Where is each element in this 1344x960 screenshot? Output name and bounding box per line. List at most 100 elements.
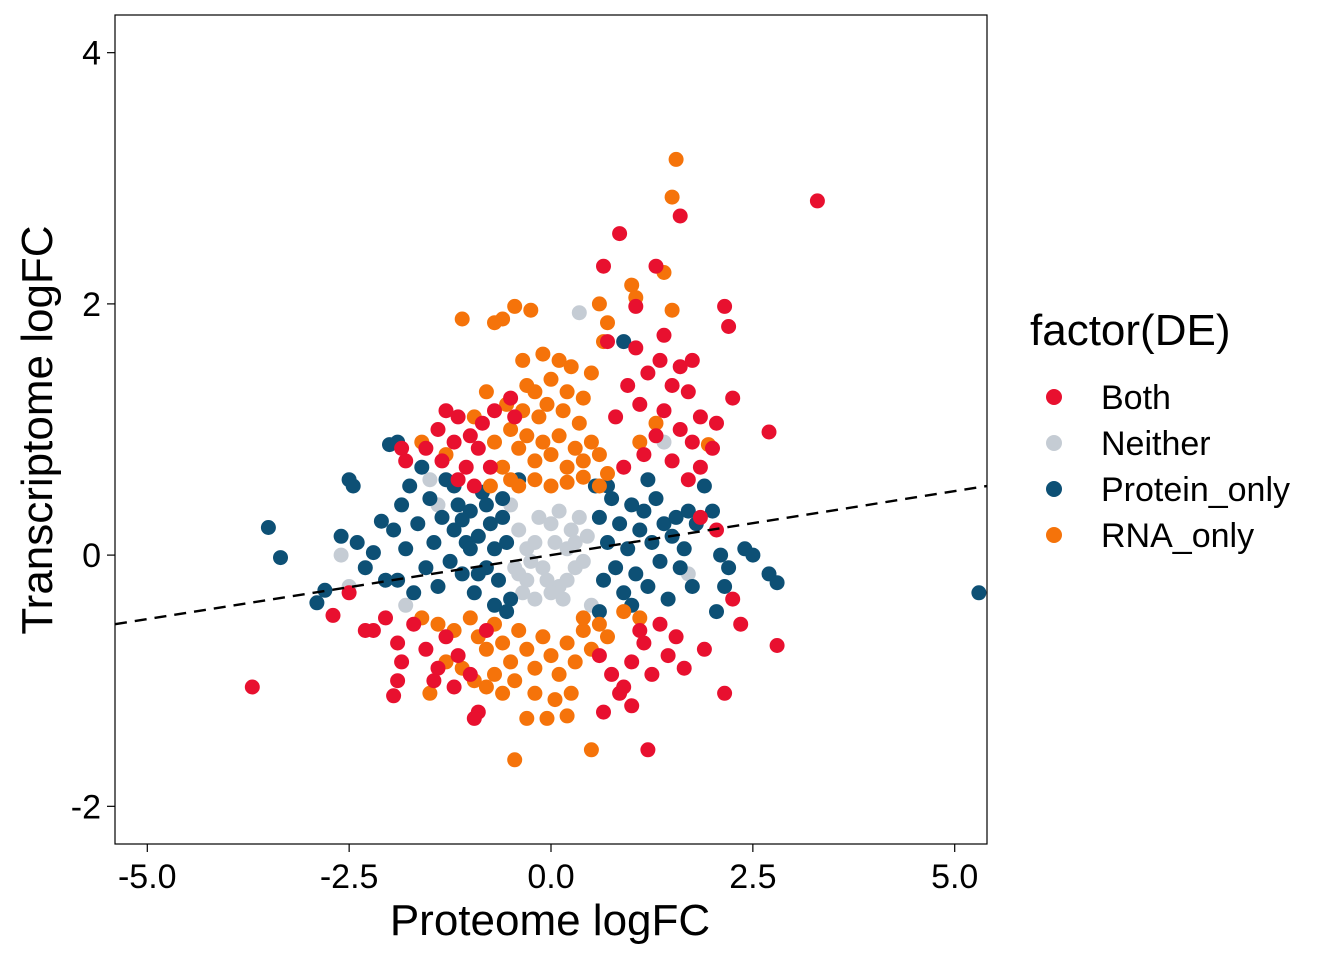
data-point xyxy=(482,459,498,475)
data-point xyxy=(406,585,422,601)
series-rna-only xyxy=(414,151,716,768)
data-point xyxy=(462,428,478,444)
data-point xyxy=(632,610,648,626)
data-point xyxy=(527,685,543,701)
legend-key xyxy=(1046,389,1062,405)
data-point xyxy=(325,607,341,623)
data-point xyxy=(705,503,720,519)
data-point xyxy=(487,434,502,450)
data-point xyxy=(527,591,543,607)
data-point xyxy=(567,535,583,550)
data-point xyxy=(612,516,628,532)
x-axis-label: Proteome logFC xyxy=(390,896,710,945)
data-point xyxy=(462,541,478,557)
data-point xyxy=(628,340,644,356)
data-point xyxy=(551,428,567,444)
data-point xyxy=(604,491,620,507)
data-point xyxy=(652,616,668,632)
data-point xyxy=(672,208,688,224)
data-point xyxy=(523,302,539,318)
data-point xyxy=(636,503,652,519)
data-point xyxy=(470,440,486,456)
data-point xyxy=(430,579,446,594)
data-point xyxy=(660,648,676,664)
data-point xyxy=(680,384,696,400)
data-point xyxy=(499,535,515,550)
data-point xyxy=(717,298,733,314)
data-point xyxy=(648,491,664,507)
data-point xyxy=(664,378,680,393)
data-point xyxy=(596,258,611,274)
data-point xyxy=(684,579,700,594)
data-point xyxy=(551,352,567,368)
data-point xyxy=(527,472,543,488)
data-point xyxy=(462,666,478,682)
data-point xyxy=(591,604,607,620)
data-point xyxy=(575,453,591,469)
series-protein-only xyxy=(260,334,987,620)
data-point xyxy=(495,635,511,651)
data-point xyxy=(624,277,640,293)
data-point xyxy=(539,396,555,412)
data-point xyxy=(632,522,648,538)
data-point xyxy=(402,478,418,494)
data-point xyxy=(709,415,724,431)
data-point xyxy=(450,472,466,488)
data-point xyxy=(507,560,523,576)
legend-label: Neither xyxy=(1101,425,1211,463)
data-point xyxy=(591,296,607,312)
data-point xyxy=(761,424,777,440)
data-point xyxy=(539,572,555,588)
data-points xyxy=(244,151,987,768)
legend-title: factor(DE) xyxy=(1030,306,1230,355)
data-point xyxy=(430,660,446,676)
data-point xyxy=(705,440,720,456)
data-point xyxy=(341,585,357,601)
data-point xyxy=(422,472,438,488)
data-point xyxy=(616,334,632,350)
data-point xyxy=(600,334,615,350)
data-point xyxy=(309,595,325,611)
data-point xyxy=(503,390,519,406)
data-point xyxy=(333,547,349,563)
data-point xyxy=(430,616,446,632)
data-point xyxy=(640,579,656,594)
data-point xyxy=(398,541,414,557)
data-point xyxy=(487,597,502,613)
data-point xyxy=(652,352,668,368)
data-point xyxy=(604,666,620,682)
data-point xyxy=(628,298,644,314)
legend-label: Protein_only xyxy=(1101,471,1290,509)
data-point xyxy=(664,302,680,318)
data-point xyxy=(571,305,587,321)
data-point xyxy=(495,685,511,701)
data-point xyxy=(507,673,523,689)
data-point xyxy=(644,666,660,682)
data-point xyxy=(555,403,571,419)
series-both xyxy=(244,193,825,758)
data-point xyxy=(418,440,434,456)
data-point xyxy=(971,585,987,601)
data-point xyxy=(660,591,676,607)
data-point xyxy=(672,560,688,576)
data-point xyxy=(624,698,640,714)
data-point xyxy=(664,189,680,205)
data-point xyxy=(591,648,607,664)
data-point xyxy=(612,226,628,242)
data-point xyxy=(527,453,543,469)
data-point xyxy=(628,566,644,582)
data-point xyxy=(365,545,381,561)
data-point xyxy=(717,685,733,701)
data-point xyxy=(515,585,531,601)
data-point xyxy=(527,384,543,400)
legend: factor(DE) Both Neither Protein_only RNA_on… xyxy=(1030,306,1290,555)
data-point xyxy=(478,623,494,638)
data-point xyxy=(543,447,559,463)
data-point xyxy=(600,466,615,481)
data-point xyxy=(656,327,672,343)
data-point xyxy=(620,378,636,393)
data-point xyxy=(511,623,527,638)
data-point xyxy=(559,459,575,475)
data-point xyxy=(608,560,624,576)
data-point xyxy=(466,710,482,726)
